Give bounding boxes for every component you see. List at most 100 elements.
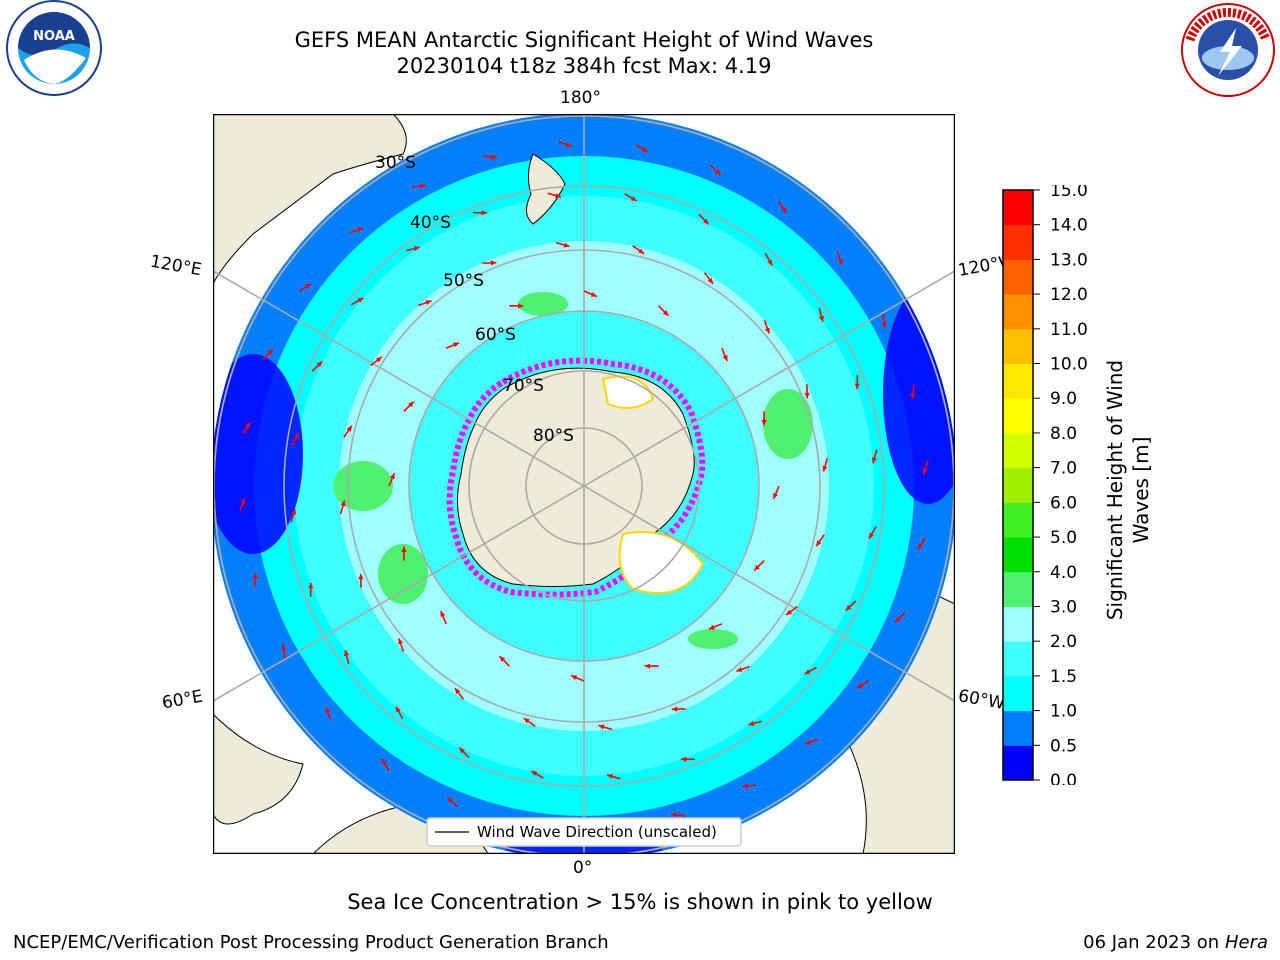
wave-arrow-head bbox=[490, 260, 497, 266]
wave-arrow-head bbox=[804, 669, 811, 675]
colorbar-block bbox=[1003, 259, 1033, 295]
wave-arrow-head bbox=[871, 457, 877, 464]
wave-arrow-head bbox=[357, 297, 364, 303]
wave-arrow-head bbox=[606, 773, 613, 779]
wave-arrow-head bbox=[491, 154, 497, 160]
colorbar-block bbox=[1003, 398, 1033, 434]
wave-arrow-head bbox=[308, 582, 314, 589]
wave-arrow-head bbox=[598, 724, 605, 730]
wave-arrow-head bbox=[566, 142, 573, 148]
wave-arrow-head bbox=[245, 422, 251, 429]
lon-label-180: 180° bbox=[560, 88, 601, 108]
colorbar-tick-label: 6.0 bbox=[1050, 493, 1077, 513]
colorbar-tick-label: 12.0 bbox=[1050, 285, 1088, 305]
noaa-logo-text: NOAA bbox=[33, 29, 75, 44]
colorbar-block bbox=[1003, 745, 1033, 781]
wave-arrow-head bbox=[837, 258, 843, 265]
wave-arrow-head bbox=[805, 739, 812, 745]
colorbar-block bbox=[1003, 537, 1033, 573]
wave-arrow-head bbox=[555, 193, 562, 199]
wave-arrow-head bbox=[680, 756, 687, 762]
wave-arrow-head bbox=[781, 207, 787, 214]
lat-label-30s: 30°S bbox=[375, 153, 416, 173]
wave-arrow-head bbox=[398, 638, 404, 645]
wave-arrow-head bbox=[344, 650, 350, 657]
lat-label-40s: 40°S bbox=[410, 213, 451, 233]
legend-label: Wind Wave Direction (unscaled) bbox=[477, 823, 717, 841]
wave-arrow-head bbox=[707, 277, 714, 284]
wave-arrow-head bbox=[340, 500, 346, 507]
colorbar-tick-label: 11.0 bbox=[1050, 320, 1088, 340]
wave-arrow-head bbox=[381, 758, 387, 765]
colorbar-block bbox=[1003, 363, 1033, 399]
wave-arrow-head bbox=[869, 532, 875, 539]
wave-arrow-head bbox=[481, 210, 488, 216]
wave-arrow-head bbox=[517, 303, 524, 309]
wave-arrow-head bbox=[708, 624, 715, 630]
ross-ice-shelf bbox=[601, 375, 655, 409]
lat-label-50s: 50°S bbox=[443, 271, 484, 291]
colorbar-tick-label: 1.5 bbox=[1050, 667, 1077, 687]
wave-arrow-head bbox=[425, 300, 432, 306]
wave-arrow-head bbox=[671, 812, 677, 818]
wave-arrow-head bbox=[267, 349, 273, 356]
wave-arrow-head bbox=[291, 508, 297, 515]
map-subtitle: 20230104 t18z 384h fcst Max: 4.19 bbox=[396, 54, 772, 78]
colorbar-block bbox=[1003, 190, 1033, 226]
nws-logo bbox=[1181, 3, 1275, 97]
colorbar-tick-label: 9.0 bbox=[1050, 389, 1077, 409]
lon-label-120e: 120°E bbox=[148, 251, 204, 281]
colorbar-block bbox=[1003, 675, 1033, 712]
wave-arrow-head bbox=[722, 355, 728, 362]
colorbar-tick-label: 15.0 bbox=[1050, 185, 1088, 201]
lon-label-60w: 60°W bbox=[956, 686, 1007, 714]
wave-arrow-head bbox=[293, 433, 299, 440]
wave-arrow-head bbox=[571, 675, 578, 681]
wave-arrow-head bbox=[252, 573, 258, 579]
colorbar-block bbox=[1003, 571, 1033, 607]
colorbar-block bbox=[1003, 224, 1033, 260]
colorbar-block bbox=[1003, 467, 1033, 503]
wave-arrow-head bbox=[523, 718, 530, 724]
wave-arrow-head bbox=[447, 797, 454, 803]
map-title: GEFS MEAN Antarctic Significant Height o… bbox=[294, 28, 874, 52]
colorbar-tick-label: 10.0 bbox=[1050, 355, 1088, 375]
wave-arrow-head bbox=[702, 218, 709, 225]
colorbar-tick-label: 0.0 bbox=[1050, 771, 1077, 785]
wave-arrow-head bbox=[662, 310, 669, 316]
wave-arrow-head bbox=[910, 393, 916, 399]
colorbar-tick-label: 5.0 bbox=[1050, 528, 1077, 548]
wave-arrow-head bbox=[845, 604, 852, 611]
wave-band-0-0.5-west bbox=[213, 354, 303, 554]
wave-arrow-head bbox=[420, 183, 426, 189]
wave-arrow-head bbox=[395, 706, 401, 713]
wave-arrow-head bbox=[499, 656, 506, 662]
colorbar-tick-label: 2.0 bbox=[1050, 632, 1077, 652]
wave-arrow-head bbox=[764, 327, 770, 334]
direction-legend: Wind Wave Direction (unscaled) bbox=[426, 817, 742, 847]
colorbar-tick-label: 14.0 bbox=[1050, 216, 1088, 236]
lat-label-60s: 60°S bbox=[475, 325, 516, 345]
wave-arrow-head bbox=[917, 543, 923, 550]
colorbar-tick-label: 1.0 bbox=[1050, 702, 1077, 722]
wave-band-3-4-b bbox=[378, 544, 428, 604]
colorbar-tick-label: 0.5 bbox=[1050, 736, 1077, 756]
colorbar-tick-label: 4.0 bbox=[1050, 563, 1077, 583]
colorbar-tick-label: 13.0 bbox=[1050, 250, 1088, 270]
wave-band-3-4-c bbox=[763, 389, 813, 459]
noaa-logo: NOAA bbox=[6, 0, 102, 96]
wave-arrow-head bbox=[401, 546, 407, 553]
australia-land bbox=[213, 114, 407, 285]
wave-arrow-head bbox=[389, 473, 395, 480]
colorbar-block bbox=[1003, 328, 1033, 365]
wave-arrow-head bbox=[454, 688, 461, 695]
wave-arrow-head bbox=[563, 242, 570, 248]
sea-ice-edge bbox=[446, 357, 706, 598]
wave-arrow-head bbox=[742, 783, 748, 789]
wave-arrow-head bbox=[761, 419, 767, 426]
colorbar-tick-label: 8.0 bbox=[1050, 424, 1077, 444]
wave-arrow-head bbox=[453, 342, 460, 348]
wave-arrow-head bbox=[358, 573, 364, 580]
wave-arrow-head bbox=[644, 663, 651, 669]
wave-arrow-head bbox=[356, 227, 363, 233]
